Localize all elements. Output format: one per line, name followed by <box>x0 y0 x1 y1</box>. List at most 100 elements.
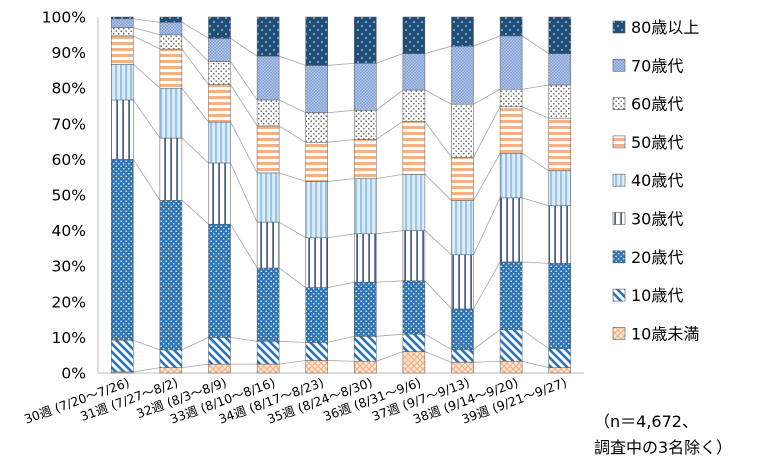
connector-line <box>473 197 501 255</box>
connector-line <box>327 281 355 288</box>
connector-line <box>181 337 209 351</box>
bar-segment <box>305 65 328 114</box>
connector-line <box>376 230 403 235</box>
connector-line <box>522 360 549 369</box>
connector-line <box>424 89 452 105</box>
connector-line <box>376 351 404 362</box>
bar-segment <box>548 53 571 86</box>
bar-segment <box>208 223 231 338</box>
bar-segment <box>548 348 571 368</box>
legend-swatch <box>612 97 626 110</box>
connector-line <box>376 333 403 337</box>
y-tick-label: 0% <box>61 365 86 383</box>
bar-segment <box>111 339 134 373</box>
connector-line <box>521 329 549 350</box>
legend-swatch <box>612 288 626 302</box>
bar-segment <box>451 362 474 374</box>
connector-line <box>327 335 355 343</box>
connector-line <box>133 18 160 23</box>
connector-line <box>181 87 209 123</box>
axis-layer: 0%10%20%30%40%50%60%70%80%90%100%30週 (7/… <box>22 9 584 427</box>
connector-line <box>327 360 355 362</box>
bar-segment <box>548 263 571 350</box>
sample-size-note: （n＝4,672、 <box>594 412 698 431</box>
connector-line <box>521 153 549 172</box>
bar-segment <box>256 16 280 57</box>
bar-segment <box>305 342 328 361</box>
connector-line <box>181 48 209 85</box>
legend-label: 10歳代 <box>631 286 683 305</box>
connector-line <box>181 34 209 62</box>
bar-segment <box>305 360 328 374</box>
bar-segment <box>354 233 377 283</box>
connector-line <box>181 363 209 369</box>
connector-line <box>279 360 306 365</box>
bar-segment <box>354 281 377 337</box>
bar-segment <box>451 157 474 201</box>
connector-line <box>230 121 258 174</box>
y-tick-label: 10% <box>52 329 86 347</box>
connector-line <box>278 125 306 143</box>
connector-line <box>473 261 501 310</box>
bar-segment <box>402 53 426 91</box>
bar-segment <box>499 261 523 330</box>
bar-segment <box>499 197 523 263</box>
connector-line <box>132 99 161 139</box>
connector-line <box>133 339 161 351</box>
connector-line <box>424 121 452 158</box>
bar-segment <box>111 64 134 101</box>
bar-segment <box>305 181 328 238</box>
bar-segment <box>499 153 523 199</box>
bar-segment <box>451 16 474 47</box>
connector-line <box>522 261 549 264</box>
legend-label: 10歳未満 <box>631 324 699 343</box>
legend-swatch <box>612 58 626 72</box>
connector-line <box>473 35 501 47</box>
bar-segment <box>208 363 231 374</box>
connector-line <box>521 35 549 55</box>
connector-line <box>230 162 258 223</box>
connector-line <box>230 61 258 101</box>
bar-segment <box>111 159 134 341</box>
bar-segment <box>451 45 474 105</box>
connector-line <box>424 280 452 310</box>
connector-line <box>327 178 355 182</box>
bar-segment <box>159 349 183 368</box>
connector-line <box>376 173 403 180</box>
bar-segment <box>305 237 328 288</box>
bar-segment <box>159 22 183 36</box>
bar-segment <box>256 125 280 174</box>
legend-label: 30歳代 <box>631 210 683 229</box>
bar-segment <box>548 84 571 119</box>
bar-segment <box>402 89 426 122</box>
connector-line <box>278 99 306 114</box>
bar-segment <box>256 172 280 223</box>
bar-segment <box>256 221 280 269</box>
y-tick-label: 70% <box>52 115 86 133</box>
connector-line <box>376 120 404 140</box>
bar-segment <box>499 361 523 374</box>
bar-segment <box>548 170 571 206</box>
bar-segment <box>159 200 183 351</box>
bar-segment <box>402 174 426 231</box>
connector-line <box>424 351 452 363</box>
connector-line <box>279 340 306 343</box>
exclusion-note: 調査中の3名除く） <box>594 438 733 457</box>
bar-segment <box>402 16 426 54</box>
connector-line <box>230 337 258 342</box>
bar-segment <box>256 99 280 127</box>
bar-segment <box>499 16 523 37</box>
y-tick-label: 40% <box>52 222 86 240</box>
connector-line <box>473 153 501 201</box>
y-tick-label: 90% <box>52 44 86 62</box>
bar-segment <box>354 361 377 374</box>
bar-segment <box>451 349 474 363</box>
legend-label: 40歳代 <box>631 171 683 190</box>
connector-line <box>327 139 355 143</box>
connector-line <box>230 84 258 127</box>
legend-swatch <box>612 173 626 187</box>
y-tick-label: 20% <box>52 293 86 311</box>
connector-line <box>376 53 404 64</box>
bar-segment <box>548 205 571 264</box>
